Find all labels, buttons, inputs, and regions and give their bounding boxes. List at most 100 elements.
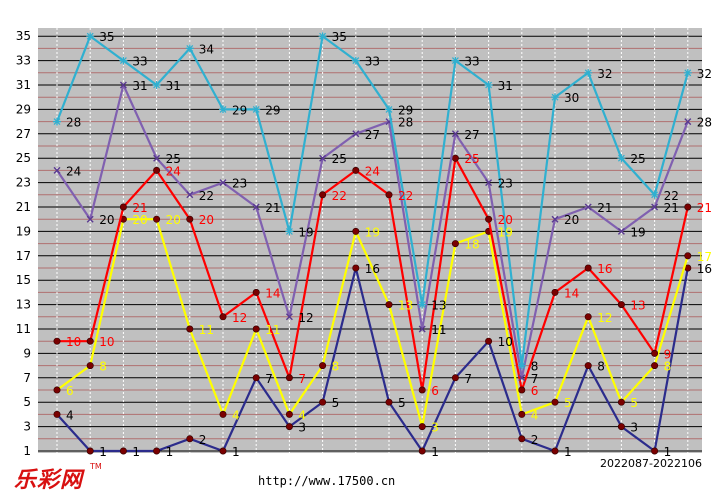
y-tick-label: 31 (16, 78, 31, 92)
data-label: 9 (664, 347, 672, 361)
data-point (651, 362, 659, 370)
data-label: 24 (365, 164, 380, 178)
data-label: 33 (365, 55, 380, 69)
data-point (319, 398, 327, 406)
data-point (285, 410, 293, 418)
data-point (219, 105, 227, 114)
data-label: 28 (398, 116, 413, 130)
logo-trademark-icon: TM (90, 462, 102, 471)
data-point (252, 325, 260, 333)
y-tick-label: 11 (16, 322, 31, 336)
data-label: 30 (564, 91, 579, 105)
data-label: 2 (199, 433, 207, 447)
data-point (684, 118, 692, 126)
data-label: 24 (66, 164, 81, 178)
data-label: 3 (630, 421, 638, 435)
series-line (56, 83, 689, 379)
data-point (684, 252, 692, 260)
data-label: 8 (332, 360, 340, 374)
data-point (551, 215, 559, 223)
data-label: 16 (597, 262, 612, 276)
data-point (53, 166, 61, 174)
data-label: 20 (99, 213, 114, 227)
data-label: 12 (597, 311, 612, 325)
data-label: 19 (630, 225, 645, 239)
data-point (86, 215, 94, 223)
y-tick-label: 29 (16, 102, 31, 116)
data-point (153, 166, 161, 174)
data-point (485, 179, 493, 187)
data-point (285, 227, 294, 236)
series-lines (53, 32, 692, 455)
data-point (153, 447, 161, 455)
data-point (153, 154, 161, 162)
data-label: 19 (365, 225, 380, 239)
data-label: 7 (531, 372, 539, 386)
data-label: 32 (697, 67, 712, 81)
data-point (385, 105, 393, 114)
data-label: 25 (464, 152, 479, 166)
data-label: 19 (498, 225, 513, 239)
data-label: 1 (564, 445, 572, 459)
y-tick-label: 13 (16, 298, 31, 312)
data-point (53, 386, 61, 394)
data-label: 34 (199, 42, 214, 56)
data-label: 20 (498, 213, 513, 227)
data-label: 12 (232, 311, 247, 325)
data-label: 5 (398, 396, 406, 410)
plot-background (38, 28, 702, 453)
data-label: 31 (166, 79, 181, 93)
data-point (119, 203, 127, 211)
data-label: 32 (597, 67, 612, 81)
data-label: 33 (464, 55, 479, 69)
data-point (351, 56, 360, 65)
data-point (651, 447, 659, 455)
data-point (319, 154, 327, 162)
y-tick-label: 35 (16, 29, 31, 43)
data-label: 28 (66, 116, 81, 130)
data-point (319, 191, 327, 199)
data-label: 5 (564, 396, 572, 410)
data-point (53, 337, 61, 345)
series-line (55, 35, 689, 367)
data-label: 20 (166, 213, 181, 227)
data-point (318, 32, 327, 41)
data-point (518, 435, 526, 443)
data-label: 11 (199, 323, 214, 337)
data-label: 13 (398, 299, 413, 313)
data-point (352, 227, 360, 235)
grid (38, 28, 702, 453)
data-label: 4 (232, 408, 240, 422)
y-tick-label: 5 (23, 395, 31, 409)
data-point (517, 361, 526, 370)
data-point (617, 154, 626, 163)
data-label: 33 (132, 55, 147, 69)
data-label: 21 (597, 201, 612, 215)
data-label: 1 (166, 445, 174, 459)
data-label: 24 (166, 164, 181, 178)
data-label: 5 (332, 396, 340, 410)
data-point (252, 288, 260, 296)
series-line (57, 157, 689, 392)
logo: 乐彩网 (14, 467, 84, 493)
data-point (385, 301, 393, 309)
data-point (186, 215, 194, 223)
data-point (385, 398, 393, 406)
data-label: 17 (697, 250, 712, 264)
data-label: 20 (199, 213, 214, 227)
data-point (518, 386, 526, 394)
data-point (451, 130, 459, 138)
data-label: 6 (66, 384, 74, 398)
data-point (352, 130, 360, 138)
y-tick-label: 25 (16, 151, 31, 165)
data-point (485, 215, 493, 223)
data-label: 23 (232, 177, 247, 191)
data-label: 22 (332, 189, 347, 203)
data-point (53, 410, 61, 418)
data-label: 22 (199, 189, 214, 203)
data-label: 20 (132, 213, 147, 227)
data-label: 22 (664, 189, 679, 203)
data-point (617, 227, 625, 235)
data-label: 7 (265, 372, 273, 386)
